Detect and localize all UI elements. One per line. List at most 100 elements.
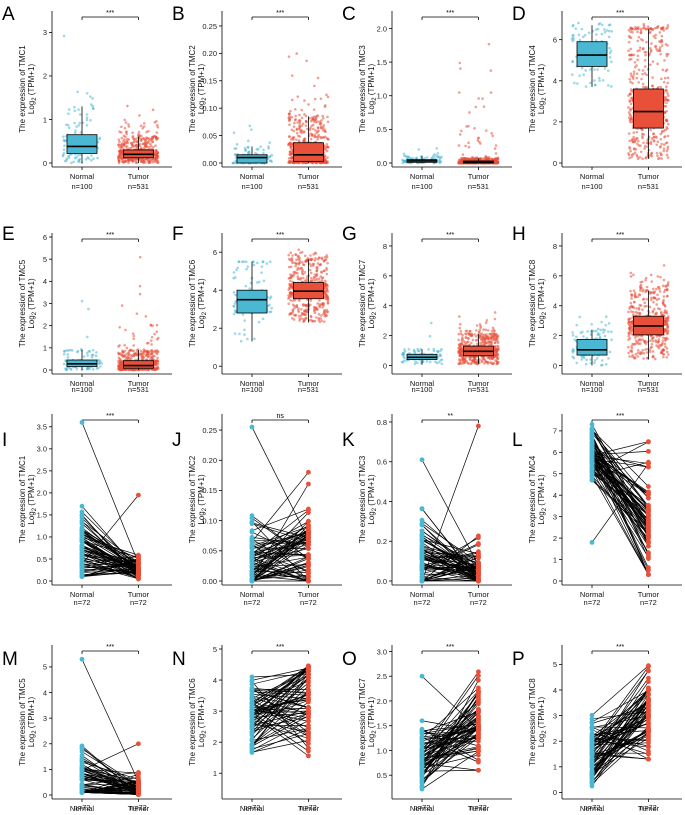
data-point [490, 157, 494, 161]
data-point [303, 254, 307, 258]
data-point [440, 362, 444, 366]
data-point [433, 153, 436, 156]
data-point [321, 306, 324, 309]
data-point [124, 121, 128, 124]
data-point [90, 159, 93, 162]
data-point [601, 363, 604, 367]
data-point [637, 81, 640, 84]
data-point [664, 119, 668, 122]
ylabel-unit: (TPM+1) [197, 278, 206, 312]
data-point [287, 143, 290, 147]
data-point [650, 42, 653, 45]
data-point [244, 148, 247, 152]
sample-size-label: n=100 [71, 182, 92, 191]
data-point [665, 101, 668, 105]
data-point [151, 324, 154, 327]
data-point [73, 109, 77, 113]
data-point [571, 349, 574, 353]
data-point [315, 114, 319, 118]
data-point [127, 123, 130, 126]
data-point [256, 261, 259, 265]
data-point [630, 120, 634, 124]
data-point [635, 64, 638, 67]
data-point [98, 137, 101, 141]
data-point [132, 334, 136, 338]
data-point [155, 349, 159, 352]
data-point [628, 77, 632, 81]
data-point [638, 303, 642, 307]
data-point [493, 317, 497, 321]
data-point [325, 93, 328, 97]
data-point [326, 284, 329, 287]
data-point [310, 276, 313, 280]
data-point [468, 329, 472, 333]
data-point [486, 356, 490, 360]
data-point [658, 46, 662, 49]
data-point [295, 161, 298, 164]
data-point [72, 160, 75, 164]
data-point [304, 316, 308, 320]
data-point [298, 122, 302, 125]
data-point [496, 357, 500, 360]
data-point [145, 130, 148, 134]
data-point [325, 254, 329, 257]
data-point [629, 108, 632, 112]
data-point [135, 353, 139, 357]
data-point [322, 259, 326, 263]
data-point [656, 154, 659, 158]
data-point [575, 323, 579, 327]
data-point [427, 348, 430, 351]
data-point [656, 62, 659, 66]
data-point [77, 108, 80, 111]
y-tick-label: 0.5 [377, 125, 387, 134]
data-point [326, 115, 329, 119]
data-point [90, 353, 94, 357]
data-point [261, 260, 265, 264]
data-point [118, 140, 121, 144]
data-point [578, 38, 582, 42]
data-point [126, 141, 129, 145]
data-point [310, 257, 314, 261]
ylabel-log: Log [27, 101, 36, 114]
y-axis-subtitle: Log2 (TPM+1) [367, 64, 378, 115]
data-point [290, 128, 294, 132]
y-tick-label: 2 [553, 118, 557, 127]
data-point [137, 136, 141, 140]
box-tumor [292, 142, 324, 162]
data-point [147, 139, 151, 143]
data-point [402, 152, 406, 156]
data-point [73, 131, 77, 134]
data-point [656, 275, 660, 278]
data-point [659, 52, 662, 56]
data-point [132, 137, 135, 141]
data-point [479, 333, 482, 337]
data-point [630, 28, 634, 31]
data-point [487, 42, 491, 46]
data-point [488, 332, 491, 336]
data-point [295, 131, 299, 135]
y-tick-label: 0 [383, 361, 387, 370]
data-point [468, 111, 471, 114]
data-point [134, 157, 137, 161]
data-point [117, 367, 120, 370]
data-point [402, 160, 406, 163]
data-point [656, 293, 659, 297]
data-point [636, 349, 640, 352]
data-point [662, 147, 666, 150]
data-point [69, 368, 73, 371]
data-point [85, 113, 89, 116]
data-point [67, 155, 70, 158]
data-point [259, 145, 263, 148]
x-tick-label: Tumor [298, 172, 320, 181]
data-point [593, 83, 597, 87]
data-point [246, 145, 250, 149]
data-point [76, 349, 80, 353]
data-point [243, 319, 246, 322]
data-point [84, 158, 88, 161]
data-point [650, 280, 654, 283]
data-point [150, 355, 153, 359]
data-point [425, 156, 429, 159]
data-point [600, 320, 603, 324]
data-point [627, 34, 631, 38]
